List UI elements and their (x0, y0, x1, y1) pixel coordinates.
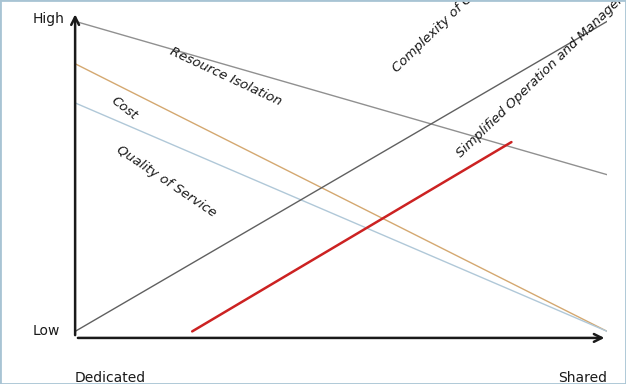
Text: Simplified Operation and Management: Simplified Operation and Management (454, 0, 626, 160)
Text: Cost: Cost (108, 94, 140, 123)
Text: Quality of Service: Quality of Service (114, 143, 218, 220)
Text: Low: Low (33, 324, 60, 338)
Text: High: High (33, 12, 64, 25)
Text: Dedicated: Dedicated (75, 371, 146, 384)
Text: Resource Isolation: Resource Isolation (168, 45, 284, 108)
Text: Complexity of Customization: Complexity of Customization (390, 0, 536, 75)
Text: Shared: Shared (558, 371, 607, 384)
